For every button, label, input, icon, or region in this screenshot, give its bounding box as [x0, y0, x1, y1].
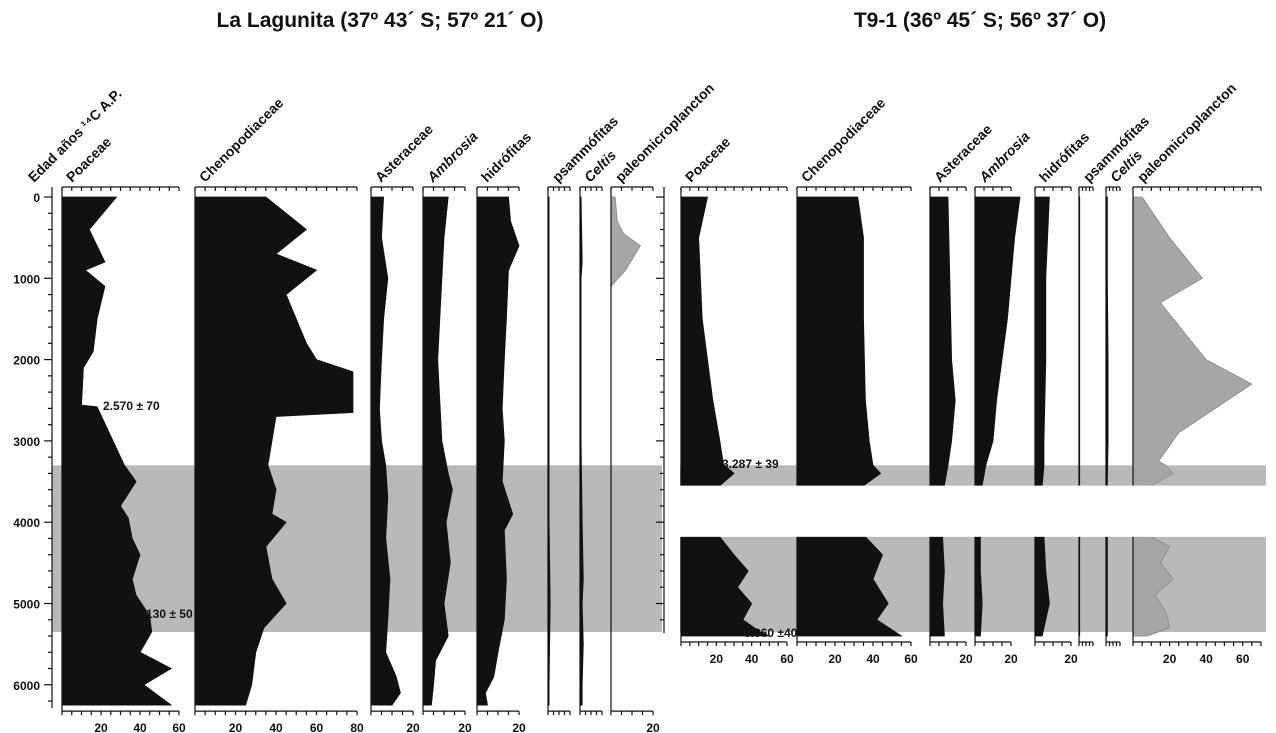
series-area-Poaceae [61, 196, 173, 706]
tick-label: 20 [458, 721, 472, 733]
date-annotation: 2.570 ± 70 [103, 399, 160, 413]
age-tick-label: 4000 [13, 516, 40, 530]
tick-label: 40 [866, 652, 880, 666]
tick-label: 20 [710, 652, 724, 666]
tick-label: 40 [1199, 652, 1213, 666]
tick-label: 20 [406, 721, 420, 733]
date-annotation: 5.360 ±40 [744, 626, 798, 640]
tick-label: 20 [959, 652, 973, 666]
series-label: Ambrosia [423, 128, 481, 186]
tick-label: 20 [1163, 652, 1177, 666]
tick-label: 20 [1064, 652, 1078, 666]
chart-title: La Lagunita (37º 43´ S; 57º 21´ O) [217, 9, 544, 32]
tick-label: 40 [745, 652, 759, 666]
series-area-Ambrosia [974, 196, 1021, 637]
tick-label: 20 [1004, 652, 1018, 666]
tick-label: 80 [350, 721, 364, 733]
age-tick-label: 2000 [13, 354, 40, 368]
tick-label: 40 [133, 721, 147, 733]
series-label: paleomicroplancton [1134, 80, 1239, 185]
series-label: Chenopodiaceae [196, 94, 287, 185]
series-area-Celtis [579, 196, 584, 706]
tick-label: 60 [172, 721, 186, 733]
series-area-Ambrosia [422, 196, 453, 706]
tick-label: 60 [904, 652, 918, 666]
age-tick-label: 5000 [13, 598, 40, 612]
tick-label: 20 [646, 721, 660, 733]
tick-label: 20 [229, 721, 243, 733]
tick-label: 60 [1236, 652, 1250, 666]
tick-label: 60 [310, 721, 324, 733]
age-tick-label: 1000 [13, 272, 40, 286]
tick-label: 20 [828, 652, 842, 666]
panels [44, 186, 1268, 716]
age-tick-label: 0 [33, 191, 40, 205]
series-area-hidrófitas [476, 196, 520, 706]
date-annotation: 5.130 ± 50 [136, 607, 193, 621]
series-label: Poaceae [682, 133, 734, 185]
zone-band [52, 465, 662, 632]
series-area-paleomicroplancton [1132, 196, 1253, 637]
age-tick-label: 3000 [13, 435, 40, 449]
series-area-Asteraceae [370, 196, 401, 706]
tick-label: 20 [512, 721, 526, 733]
series-label: hidrófitas [478, 129, 535, 186]
tick-label: 40 [269, 721, 283, 733]
date-annotation: 3.287 ± 39 [722, 457, 779, 471]
chart-title: T9-1 (36º 45´ S; 56º 37´ O) [854, 9, 1106, 32]
tick-label: 60 [780, 652, 794, 666]
age-tick-label: 6000 [13, 679, 40, 693]
series-area-Chenopodiaceae [194, 196, 354, 706]
tick-label: 20 [94, 721, 108, 733]
series-label: Chenopodiaceae [798, 94, 889, 185]
hiatus-gap [680, 485, 1268, 537]
